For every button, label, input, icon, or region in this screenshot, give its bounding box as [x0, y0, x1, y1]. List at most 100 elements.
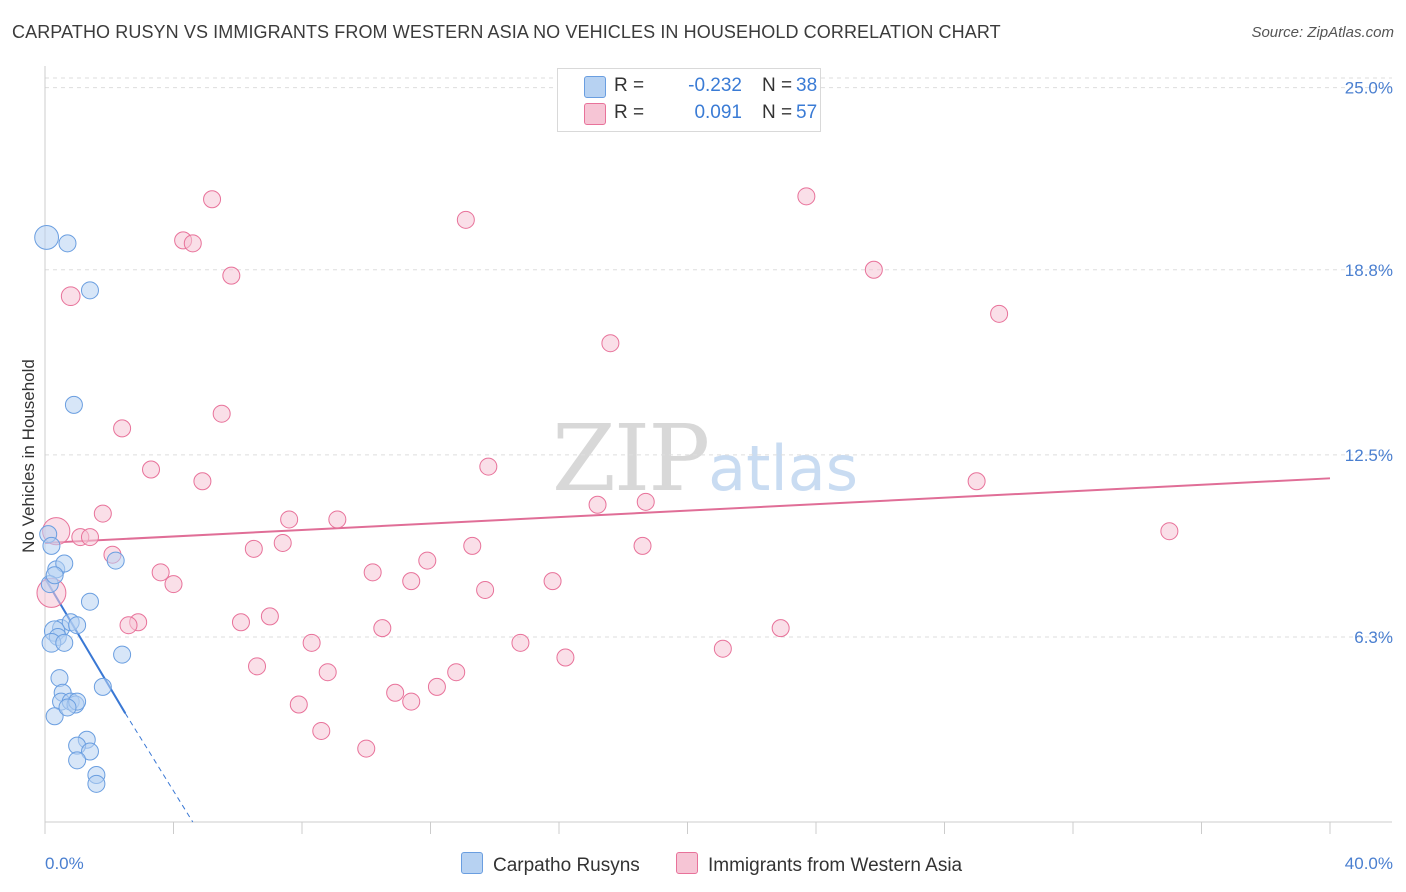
trend-line-western-asia — [44, 477, 1331, 544]
point-carpatho-rusyns — [42, 536, 61, 555]
point-carpatho-rusyns — [80, 281, 99, 300]
point-western-asia — [456, 210, 475, 229]
point-carpatho-rusyns — [45, 566, 64, 585]
axis-labels: 6.3% 12.5% 18.8% 25.0% 0.0% 40.0% No Vehicles … — [19, 79, 1393, 873]
point-western-asia — [119, 616, 138, 635]
point-carpatho-rusyns — [68, 616, 87, 635]
point-western-asia — [402, 692, 421, 711]
x-tick-label-max: 40.0% — [1345, 854, 1393, 873]
point-carpatho-rusyns — [93, 677, 112, 696]
point-western-asia — [260, 607, 279, 626]
legend-n-value: 38 — [796, 75, 818, 96]
legend-n-label: N = — [762, 102, 793, 123]
legend-r-value: -0.232 — [688, 75, 742, 96]
y-tick-label: 25.0% — [1345, 79, 1393, 98]
legend-r-label: R = — [614, 75, 645, 96]
point-western-asia — [990, 304, 1009, 323]
legend-n-label: N = — [762, 75, 793, 96]
point-western-asia — [193, 472, 212, 491]
trend-lines — [44, 477, 1331, 823]
point-western-asia — [797, 187, 816, 206]
point-western-asia — [231, 613, 250, 632]
point-western-asia — [113, 419, 132, 438]
y-tick-label: 6.3% — [1354, 628, 1393, 647]
point-western-asia — [363, 563, 382, 582]
point-carpatho-rusyns — [50, 669, 69, 688]
series-legend-carpatho-rusyns: Carpatho Rusyns — [461, 852, 640, 877]
point-western-asia — [386, 683, 405, 702]
point-western-asia — [373, 619, 392, 638]
legend-swatch-blue — [584, 76, 606, 98]
series-legend-western-asia: Immigrants from Western Asia — [676, 852, 962, 877]
source-label: Source: ZipAtlas.com — [1251, 24, 1394, 41]
point-western-asia — [357, 739, 376, 758]
point-western-asia — [447, 663, 466, 682]
point-western-asia — [164, 575, 183, 594]
y-tick-label: 12.5% — [1345, 446, 1393, 465]
data-points — [34, 187, 1179, 793]
point-carpatho-rusyns — [58, 234, 77, 253]
point-western-asia — [248, 657, 267, 676]
y-axis-label: No Vehicles in Household — [19, 359, 38, 553]
watermark: ZIPatlas — [552, 405, 858, 512]
point-western-asia — [476, 580, 495, 599]
point-western-asia — [93, 504, 112, 523]
point-western-asia — [328, 510, 347, 529]
axes — [44, 66, 1392, 834]
point-western-asia — [543, 572, 562, 591]
point-western-asia — [418, 551, 437, 570]
point-carpatho-rusyns — [68, 751, 87, 770]
point-carpatho-rusyns — [87, 774, 106, 793]
point-western-asia — [60, 286, 81, 307]
series-name: Immigrants from Western Asia — [708, 855, 963, 876]
point-western-asia — [244, 539, 263, 558]
point-carpatho-rusyns — [58, 698, 77, 717]
point-western-asia — [302, 633, 321, 652]
point-western-asia — [212, 404, 231, 423]
point-carpatho-rusyns — [80, 592, 99, 611]
point-western-asia — [511, 633, 530, 652]
point-western-asia — [771, 619, 790, 638]
point-western-asia — [402, 572, 421, 591]
series-swatch-blue — [461, 852, 483, 874]
point-western-asia — [636, 492, 655, 511]
x-tick-label-min: 0.0% — [45, 854, 84, 873]
point-western-asia — [289, 695, 308, 714]
point-western-asia — [479, 457, 498, 476]
y-tick-label: 18.8% — [1345, 261, 1393, 280]
point-western-asia — [312, 721, 331, 740]
trend-line-carpatho-rusyns-extension — [124, 713, 194, 823]
legend-r-label: R = — [614, 102, 645, 123]
point-western-asia — [273, 533, 292, 552]
point-western-asia — [601, 334, 620, 353]
point-western-asia — [151, 563, 170, 582]
point-carpatho-rusyns — [55, 633, 74, 652]
point-carpatho-rusyns — [80, 742, 99, 761]
stats-legend: R = -0.232 N = 38 R = 0.091 N = 57 — [557, 68, 821, 132]
point-carpatho-rusyns — [113, 645, 132, 664]
point-carpatho-rusyns — [34, 225, 60, 250]
point-western-asia — [318, 663, 337, 682]
legend-swatch-pink — [584, 103, 606, 125]
point-western-asia — [463, 536, 482, 555]
watermark-zip: ZIP — [552, 405, 710, 512]
point-carpatho-rusyns — [45, 707, 64, 726]
point-carpatho-rusyns — [55, 554, 74, 573]
point-western-asia — [1160, 522, 1179, 541]
point-western-asia — [280, 510, 299, 529]
chart-title: CARPATHO RUSYN VS IMMIGRANTS FROM WESTER… — [12, 22, 1001, 42]
series-name: Carpatho Rusyns — [493, 855, 640, 876]
point-western-asia — [588, 495, 607, 514]
point-western-asia — [713, 639, 732, 658]
point-western-asia — [967, 472, 986, 491]
point-western-asia — [864, 260, 883, 279]
point-western-asia — [80, 528, 99, 547]
point-western-asia — [427, 677, 446, 696]
legend-n-value: 57 — [796, 102, 818, 123]
point-western-asia — [142, 460, 161, 479]
legend-r-value: 0.091 — [694, 102, 742, 123]
point-western-asia — [222, 266, 241, 285]
point-western-asia — [633, 536, 652, 555]
point-western-asia — [203, 190, 222, 209]
